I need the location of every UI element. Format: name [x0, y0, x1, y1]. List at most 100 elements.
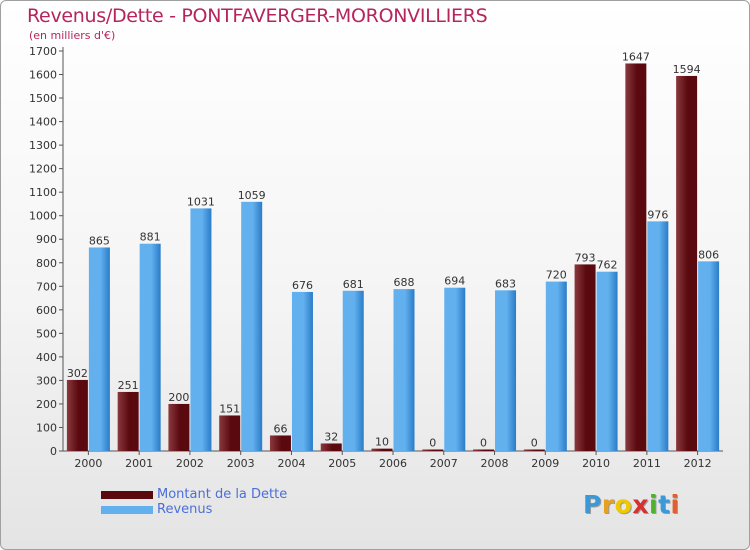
data-label: 1031	[187, 195, 215, 208]
data-label: 976	[647, 208, 668, 221]
bar-revenus	[291, 291, 313, 451]
data-label: 10	[375, 436, 389, 449]
chart-title: Revenus/Dette - PONTFAVERGER-MORONVILLIE…	[27, 5, 488, 27]
x-tick-label: 2001	[125, 457, 153, 470]
data-label: 66	[273, 422, 287, 435]
bar-dette	[66, 379, 88, 451]
bar-revenus	[88, 247, 110, 451]
data-label: 793	[575, 251, 596, 264]
y-tick-label: 200	[36, 398, 57, 411]
data-label: 694	[444, 275, 465, 288]
bar-revenus	[190, 208, 212, 451]
x-tick-label: 2011	[633, 457, 661, 470]
y-tick-label: 1000	[29, 210, 57, 223]
x-tick-label: 2010	[582, 457, 610, 470]
data-label: 1647	[622, 50, 650, 63]
bar-dette	[371, 448, 393, 451]
x-tick-label: 2012	[684, 457, 712, 470]
bar-revenus	[393, 289, 415, 451]
x-tick-label: 2009	[531, 457, 559, 470]
bar-revenus	[647, 221, 669, 451]
data-label: 681	[343, 278, 364, 291]
bar-revenus	[545, 281, 567, 451]
data-label: 151	[219, 402, 240, 415]
x-tick-label: 2005	[328, 457, 356, 470]
data-label: 0	[429, 437, 436, 450]
bar-dette	[473, 449, 495, 451]
y-tick-label: 1700	[29, 45, 57, 58]
bar-dette	[117, 391, 139, 451]
y-tick-label: 1600	[29, 69, 57, 82]
x-tick-label: 2004	[277, 457, 305, 470]
data-label: 0	[531, 437, 538, 450]
bar-dette	[676, 75, 698, 452]
bar-dette	[219, 415, 241, 451]
y-tick-label: 400	[36, 351, 57, 364]
y-tick-label: 300	[36, 374, 57, 387]
y-tick-label: 0	[50, 445, 57, 458]
bar-revenus	[444, 287, 466, 451]
x-tick-label: 2006	[379, 457, 407, 470]
data-label: 720	[546, 269, 567, 282]
bars	[66, 63, 720, 452]
bar-revenus	[495, 290, 517, 451]
logo-letter: r	[601, 490, 615, 519]
x-tick-label: 2008	[481, 457, 509, 470]
legend-label-dette: Montant de la Dette	[157, 487, 288, 502]
y-tick-label: 500	[36, 327, 57, 340]
data-label: 806	[698, 248, 719, 261]
y-tick-label: 600	[36, 304, 57, 317]
data-label: 200	[168, 391, 189, 404]
data-label: 32	[324, 430, 338, 443]
logo-letter: t	[658, 490, 671, 519]
bar-dette	[422, 449, 444, 451]
x-tick-label: 2003	[227, 457, 255, 470]
bar-dette	[523, 449, 545, 451]
x-tick-label: 2007	[430, 457, 458, 470]
chart-subtitle: (en milliers d'€)	[29, 29, 116, 42]
y-tick-label: 1500	[29, 92, 57, 105]
data-label: 688	[394, 276, 415, 289]
data-label: 881	[140, 231, 161, 244]
y-tick-label: 800	[36, 257, 57, 270]
data-label: 865	[89, 234, 110, 247]
data-label: 302	[67, 367, 88, 380]
bar-revenus	[241, 201, 263, 451]
bar-dette	[269, 435, 291, 451]
bar-revenus	[139, 243, 161, 451]
bar-revenus	[342, 290, 364, 451]
data-label: 251	[118, 379, 139, 392]
logo-letter: P	[583, 490, 602, 519]
x-tick-label: 2002	[176, 457, 204, 470]
legend-swatch-dette	[101, 491, 153, 499]
y-tick-label: 900	[36, 233, 57, 246]
y-tick-label: 1100	[29, 186, 57, 199]
y-tick-label: 1200	[29, 163, 57, 176]
logo-letter: x	[632, 490, 649, 519]
logo-letter: o	[614, 490, 633, 519]
y-tick-label: 1400	[29, 116, 57, 129]
legend-label-revenus: Revenus	[157, 502, 213, 517]
data-labels: 302 251 200 151 66 32 10 0 0 0 793 1647 1594 865 881 10…	[67, 50, 719, 449]
data-label: 676	[292, 279, 313, 292]
logo-letter: i	[649, 490, 659, 519]
data-label: 1594	[673, 63, 701, 76]
y-tick-label: 100	[36, 421, 57, 434]
legend-swatch-revenus	[101, 506, 153, 514]
bar-dette	[574, 264, 596, 451]
bar-dette	[320, 443, 342, 451]
bar-dette	[168, 403, 190, 451]
data-label: 1059	[238, 189, 266, 202]
data-label: 762	[597, 259, 618, 272]
y-tick-label: 1300	[29, 139, 57, 152]
data-label: 0	[480, 437, 487, 450]
proxiti-logo: Proxiti	[583, 490, 680, 519]
x-tick-label: 2000	[74, 457, 102, 470]
logo-letter: i	[670, 490, 680, 519]
bar-dette	[625, 63, 647, 452]
data-label: 683	[495, 277, 516, 290]
bar-revenus	[698, 261, 720, 451]
y-tick-label: 700	[36, 280, 57, 293]
